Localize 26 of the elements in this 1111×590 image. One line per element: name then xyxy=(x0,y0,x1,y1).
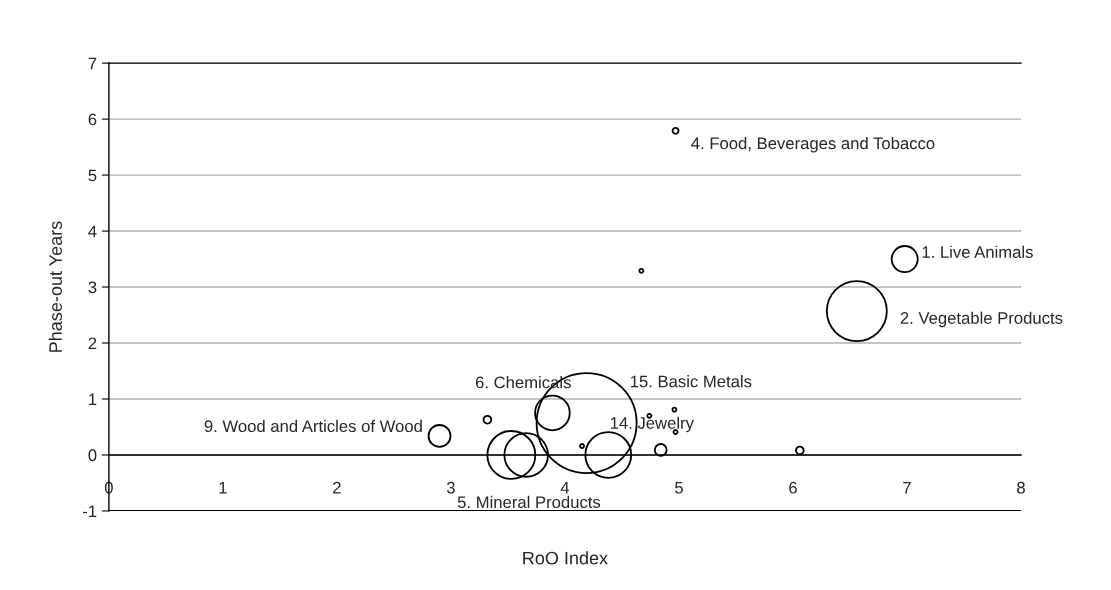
annotation: 5. Mineral Products xyxy=(457,495,601,509)
y-axis-title: Phase-out Years xyxy=(48,221,63,352)
x-tick-label: 8 xyxy=(1017,481,1025,494)
y-tick-label: -1 xyxy=(82,505,97,517)
x-tick-label: 4 xyxy=(560,481,570,494)
annotation: 14. Jewelry xyxy=(610,416,694,433)
annotation: 1. Live Animals xyxy=(922,245,1033,258)
x-tick-label: 6 xyxy=(789,481,797,494)
y-tick-label: 3 xyxy=(88,281,97,294)
annotation: 4. Food, Beverages and Tobacco xyxy=(691,136,935,153)
annotation: 2. Vegetable Products xyxy=(900,311,1063,328)
y-tick-label: 7 xyxy=(88,57,97,70)
x-tick-label: 2 xyxy=(333,481,341,494)
x-tick-label: 3 xyxy=(446,481,455,494)
x-tick-label: 1 xyxy=(219,481,227,494)
y-tick-label: 5 xyxy=(88,169,97,182)
x-axis-title: RoO Index xyxy=(523,551,608,565)
x-tick-label: 5 xyxy=(674,481,683,494)
x-tick-label: 7 xyxy=(903,481,911,494)
y-tick-label: 4 xyxy=(88,225,97,238)
annotation: 15. Basic Metals xyxy=(630,375,752,388)
y-tick-label: 6 xyxy=(88,113,97,126)
annotation: 9. Wood and Articles of Wood xyxy=(204,419,422,433)
y-tick-label: 0 xyxy=(88,449,97,462)
y-tick-label: 2 xyxy=(88,337,97,350)
y-tick-label: 1 xyxy=(89,393,97,406)
